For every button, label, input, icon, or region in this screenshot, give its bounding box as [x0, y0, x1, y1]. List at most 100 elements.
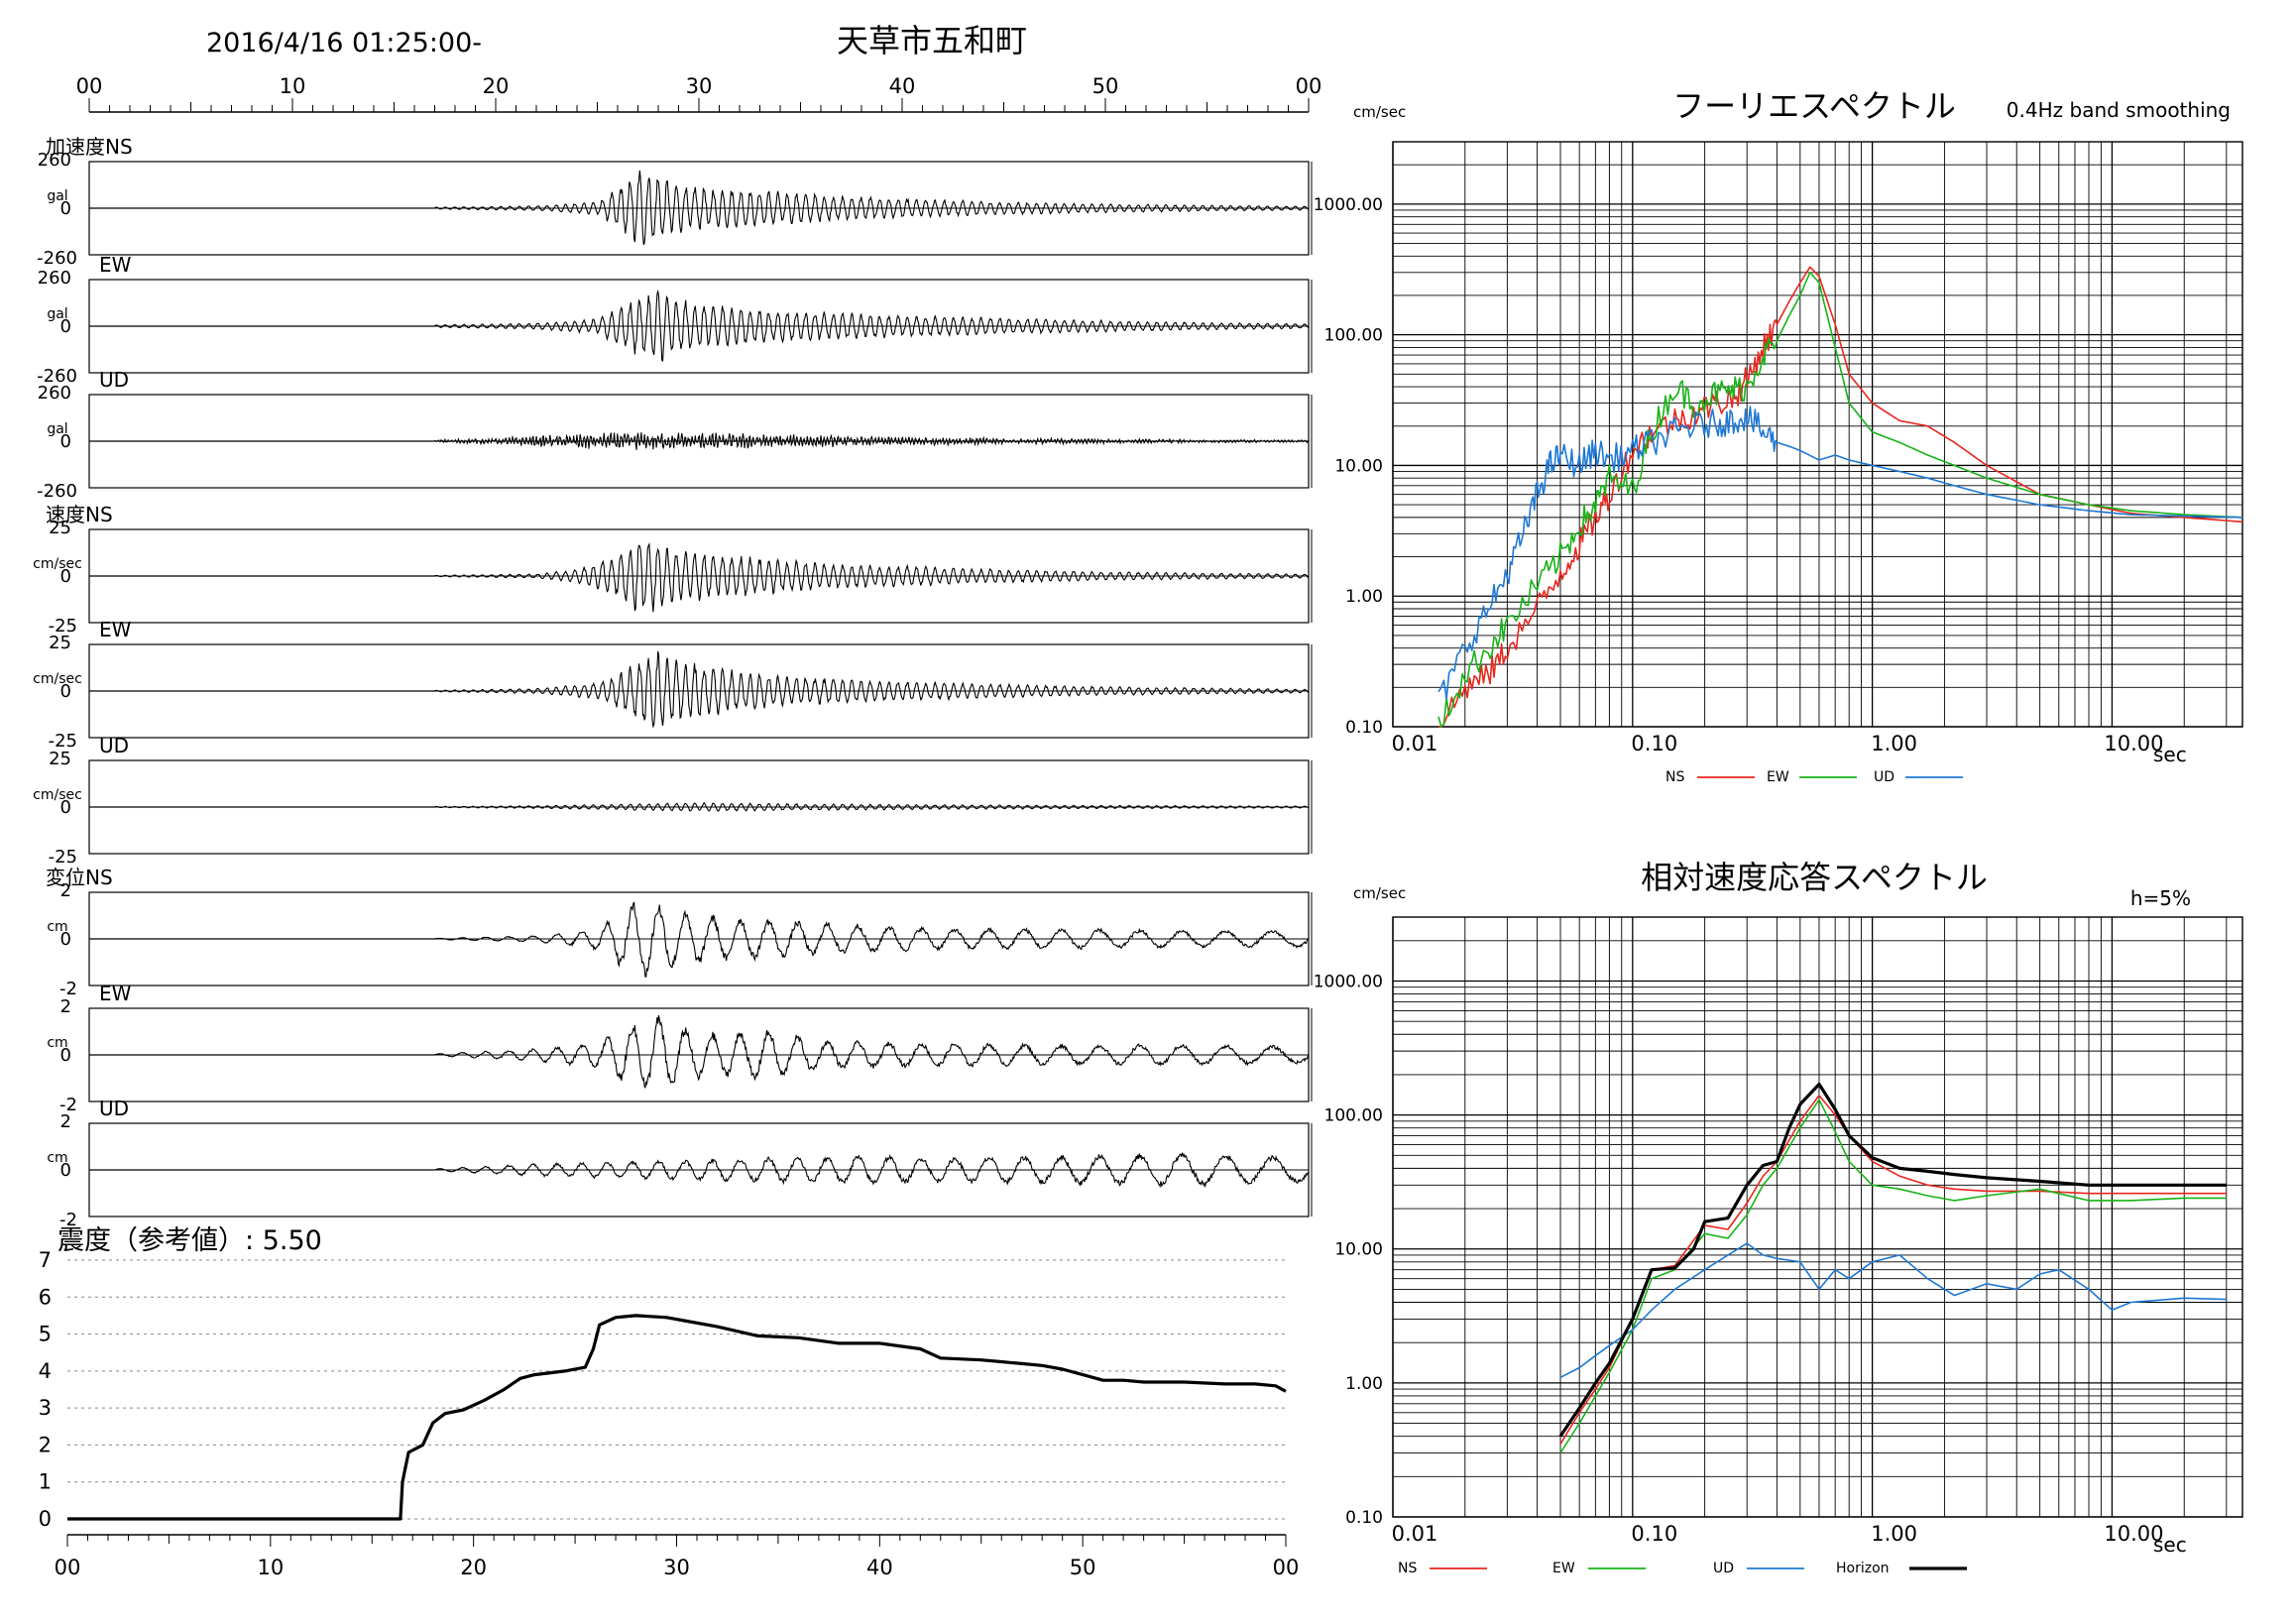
waveform-component-label: 変位NS: [46, 866, 113, 889]
waveform-bottom-label: -25: [49, 616, 77, 637]
response-legend-label: UD: [1713, 1561, 1734, 1576]
response-legend-label: EW: [1552, 1561, 1575, 1576]
waveform-top-label: 2: [60, 1111, 71, 1132]
shindo-history-line: [67, 1314, 1287, 1521]
time-axis-tick-label: 00: [1296, 74, 1322, 98]
waveform-bottom-label: -2: [59, 1210, 77, 1230]
shindo-tick-label: 2: [39, 1433, 52, 1456]
waveform-trace: [434, 289, 1310, 363]
waveform-top-label: 25: [49, 749, 71, 769]
response-series-horizon: [1558, 1082, 2227, 1438]
fourier-legend-label: NS: [1665, 769, 1684, 785]
fourier-ytick-label: 10.00: [1334, 456, 1383, 476]
fourier-ylabel: cm/sec: [1353, 103, 1406, 121]
shindo-xaxis-tick-label: 30: [663, 1556, 690, 1579]
response-ytick-label: 1000.00: [1314, 972, 1383, 991]
waveform-top-label: 260: [38, 268, 71, 289]
waveform-trace: [434, 650, 1310, 729]
waveform-bottom-label: -2: [59, 979, 77, 999]
fourier-ytick-label: 100.00: [1324, 326, 1383, 346]
fourier-ytick-label: 1.00: [1345, 587, 1383, 607]
waveform-zero-label: 0: [60, 797, 71, 818]
shindo-tick-label: 0: [39, 1507, 52, 1531]
waveform-top-label: 260: [38, 150, 71, 171]
response-xlabel: sec: [2153, 1533, 2187, 1557]
waveform-top-label: 260: [38, 383, 71, 404]
waveform-zero-label: 0: [60, 316, 71, 337]
waveform-trace: [434, 1014, 1310, 1090]
shindo-xaxis-tick-label: 10: [257, 1556, 284, 1579]
fourier-legend-label: EW: [1767, 769, 1789, 785]
waveform-component-label: UD: [99, 734, 129, 757]
waveform-component-label: EW: [99, 253, 132, 277]
velocity-response-spectrum-chart: 相対速度応答スペクトル h=5% cm/sec sec 0.10 1.00 10.0…: [1314, 859, 2243, 1576]
waveform-bottom-label: -25: [49, 731, 77, 752]
response-legend-label: NS: [1398, 1561, 1417, 1576]
time-axis-tick-label: 40: [889, 74, 916, 98]
shindo-label: 震度（参考値）: 5.50: [57, 1225, 322, 1256]
fourier-xlabel: sec: [2153, 743, 2187, 766]
waveform-zero-label: 0: [60, 681, 71, 702]
shindo-tick-label: 3: [39, 1396, 52, 1420]
waveform-unit-label: gal: [47, 306, 67, 322]
fourier-xtick-label: 10.00: [2104, 732, 2163, 755]
waveform-bottom-label: -260: [37, 366, 77, 387]
response-ytick-label: 100.00: [1324, 1106, 1383, 1126]
waveform-top-label: 25: [49, 633, 71, 653]
response-xtick-label: 0.10: [1631, 1522, 1677, 1546]
waveform-panels: 2600-260gal加速度NS2600-260galEW2600-260gal…: [33, 135, 1313, 1230]
waveform-trace: [434, 801, 1310, 812]
waveform-unit-label: gal: [47, 188, 67, 204]
waveform-bottom-label: -25: [49, 847, 77, 868]
waveform-unit-label: cm: [47, 1150, 67, 1166]
shindo-tick-label: 1: [39, 1470, 52, 1494]
time-axis-tick-label: 10: [280, 74, 306, 98]
waveform-trace: [434, 432, 1310, 450]
waveform-trace: [434, 170, 1310, 246]
shindo-tick-label: 4: [39, 1359, 52, 1383]
waveform-component-label: UD: [99, 1097, 129, 1120]
waveform-unit-label: cm/sec: [33, 787, 82, 803]
waveform-bottom-label: -2: [59, 1095, 77, 1115]
waveform-zero-label: 0: [60, 929, 71, 950]
waveform-zero-label: 0: [60, 431, 71, 452]
waveform-bottom-label: -260: [37, 248, 77, 269]
fourier-series-ns: [1438, 266, 2243, 728]
waveform-component-label: UD: [99, 368, 129, 392]
response-frame: [1392, 916, 2243, 1518]
time-axis-top: 00 10 20 30 40 50 00: [76, 74, 1322, 113]
fourier-xtick-label: 1.00: [1871, 732, 1917, 755]
waveform-component-label: EW: [99, 618, 132, 641]
response-series-ew: [1559, 1099, 2227, 1453]
waveform-component-label: 速度NS: [46, 503, 113, 526]
time-axis-tick-label: 00: [76, 74, 103, 98]
response-series-ud: [1559, 1242, 2227, 1379]
response-xtick-label: 1.00: [1871, 1522, 1917, 1546]
fourier-legend-label: UD: [1874, 769, 1894, 785]
shindo-tick-label: 6: [39, 1285, 52, 1309]
waveform-top-label: 2: [60, 996, 71, 1017]
shindo-xaxis-tick-label: 20: [460, 1556, 487, 1579]
waveform-trace: [434, 542, 1310, 613]
waveform-top-label: 2: [60, 880, 71, 901]
response-legend-label: Horizon: [1836, 1561, 1890, 1576]
time-axis-tick-label: 20: [483, 74, 510, 98]
waveform-unit-label: cm/sec: [33, 556, 82, 572]
response-xtick-label: 10.00: [2104, 1522, 2163, 1546]
shindo-tick-label: 5: [39, 1323, 52, 1346]
waveform-component-label: 加速度NS: [46, 135, 133, 159]
waveform-unit-label: cm: [47, 919, 67, 935]
response-ytick-label: 10.00: [1334, 1240, 1383, 1260]
waveform-trace: [434, 901, 1310, 978]
waveform-unit-label: cm/sec: [33, 671, 82, 687]
waveform-component-label: EW: [99, 982, 132, 1005]
shindo-tick-label: 7: [39, 1248, 52, 1272]
waveform-zero-label: 0: [60, 566, 71, 587]
time-axis-tick-label: 50: [1092, 74, 1119, 98]
time-axis-tick-label: 30: [686, 74, 713, 98]
fourier-spectrum-chart: フーリエスペクトル 0.4Hz band smoothing cm/sec se…: [1314, 87, 2243, 785]
fourier-subtitle: 0.4Hz band smoothing: [2007, 98, 2231, 122]
shindo-xaxis-tick-label: 00: [55, 1556, 81, 1579]
